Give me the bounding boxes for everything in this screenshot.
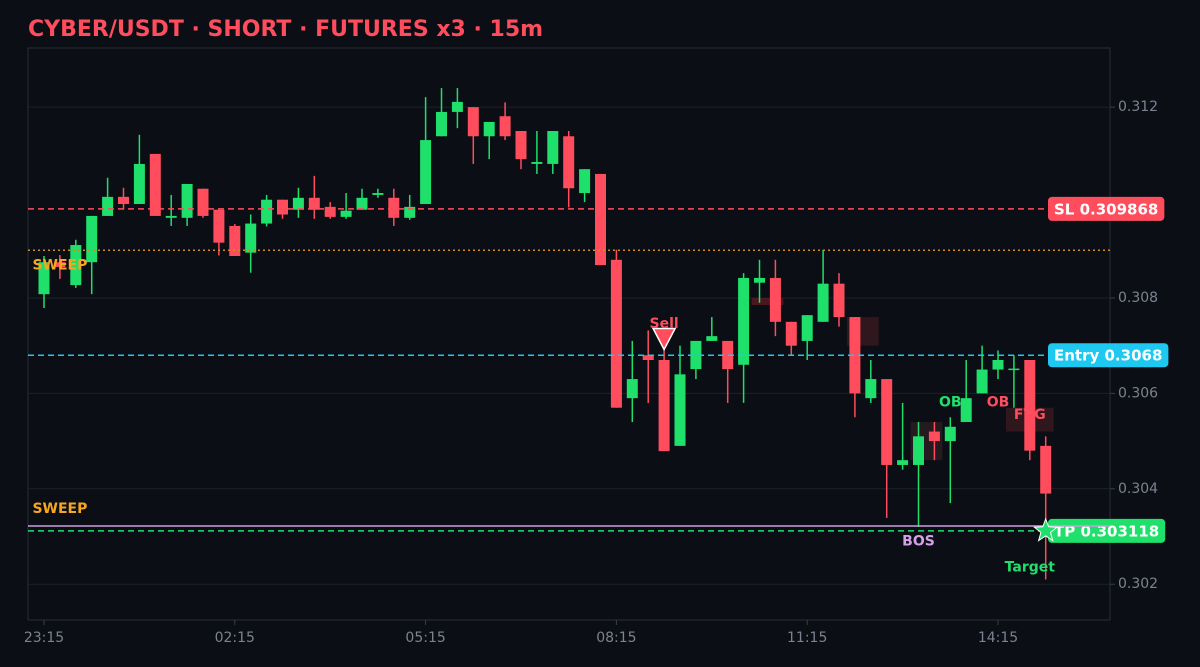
candle-body: [547, 131, 559, 164]
candle-body: [531, 162, 543, 164]
candle-body: [849, 317, 861, 394]
candle-body: [897, 460, 909, 465]
candle-body: [483, 121, 495, 137]
candle-body: [356, 197, 368, 210]
plot-frame: [27, 47, 1111, 621]
candle-body: [913, 436, 924, 465]
level-label-box: [1048, 196, 1165, 221]
level-label: SL 0.309868: [1054, 200, 1158, 218]
annotation: Sell: [650, 316, 679, 332]
candle-body: [785, 321, 797, 346]
annotation: BOS: [902, 533, 935, 549]
candle-body: [372, 193, 384, 195]
candle-body: [308, 197, 320, 210]
candle-body: [658, 360, 670, 452]
candle-body: [499, 116, 511, 137]
candle-body: [944, 426, 956, 442]
candle-body: [865, 379, 877, 399]
sell-marker: [651, 327, 677, 352]
candle-body: [722, 340, 734, 370]
x-tick-label: 05:15: [405, 630, 445, 646]
candle-body: [579, 169, 591, 194]
annotation: SWEEP: [32, 501, 87, 517]
candle-body: [165, 215, 177, 218]
candle-body: [436, 111, 447, 137]
candle-body: [86, 215, 98, 263]
candle-body: [595, 173, 606, 266]
annotation: SWEEP: [32, 258, 87, 274]
target-marker: [1032, 517, 1059, 542]
chart-title: CYBER/USDT · SHORT · FUTURES x3 · 15m: [28, 17, 543, 42]
candle-body: [149, 153, 161, 216]
candle-body: [960, 398, 972, 423]
y-tick-label: 0.304: [1118, 481, 1158, 497]
annotation: Target: [1005, 560, 1056, 576]
annotation: OB: [939, 394, 962, 410]
annotation: FVG: [1014, 407, 1046, 423]
candle-body: [197, 188, 209, 216]
x-tick-label: 08:15: [596, 630, 636, 646]
candle-body: [451, 101, 463, 112]
candle-body: [674, 374, 686, 446]
candle-body: [133, 163, 145, 204]
y-tick-label: 0.308: [1118, 290, 1158, 306]
candle-body: [118, 196, 129, 204]
candle-body: [754, 277, 765, 283]
candle-body: [817, 283, 829, 322]
candle-body: [610, 259, 622, 408]
candle-body: [1008, 368, 1020, 371]
candle-body: [261, 199, 273, 224]
candle-body: [38, 262, 50, 295]
candle-body: [213, 209, 225, 243]
level-label: Entry 0.3068: [1054, 347, 1162, 365]
candle-body: [881, 379, 893, 465]
candle-body: [626, 379, 638, 399]
candle-body: [833, 283, 845, 318]
candle-body: [340, 210, 352, 217]
zone: [751, 297, 784, 306]
level-label: TP 0.303118: [1054, 522, 1159, 540]
candle-body: [1024, 360, 1036, 451]
candle-body: [563, 136, 575, 189]
candle-body: [769, 277, 781, 322]
candle-body: [515, 131, 527, 160]
candle-body: [992, 360, 1004, 370]
x-tick-label: 23:15: [24, 630, 64, 646]
candle-body: [324, 206, 336, 217]
level-label-box: [1048, 518, 1166, 543]
candle-body: [467, 107, 479, 137]
candle-body: [229, 225, 241, 256]
candle-body: [928, 431, 940, 442]
candle-body: [54, 262, 66, 267]
candle-body: [1040, 445, 1052, 494]
candle-body: [292, 197, 304, 210]
y-tick-label: 0.306: [1118, 385, 1158, 401]
y-tick-label: 0.302: [1118, 576, 1158, 592]
candle-body: [70, 245, 82, 286]
candle-body: [976, 369, 988, 394]
candle-body: [181, 183, 193, 218]
candle-body: [706, 336, 718, 341]
x-tick-label: 14:15: [978, 630, 1018, 646]
annotation: OB: [987, 394, 1010, 410]
x-tick-label: 02:15: [215, 630, 255, 646]
candle-body: [801, 315, 813, 341]
level-label-box: [1048, 343, 1169, 368]
candle-body: [277, 199, 288, 215]
y-tick-label: 0.312: [1118, 99, 1158, 115]
candle-body: [102, 196, 114, 216]
candle-body: [738, 277, 750, 365]
candle-body: [388, 197, 400, 218]
candle-body: [642, 355, 654, 360]
candle-body: [420, 140, 432, 204]
candle-body: [690, 340, 702, 370]
candle-body: [245, 223, 257, 253]
candle-body: [404, 206, 416, 218]
x-tick-label: 11:15: [787, 630, 827, 646]
